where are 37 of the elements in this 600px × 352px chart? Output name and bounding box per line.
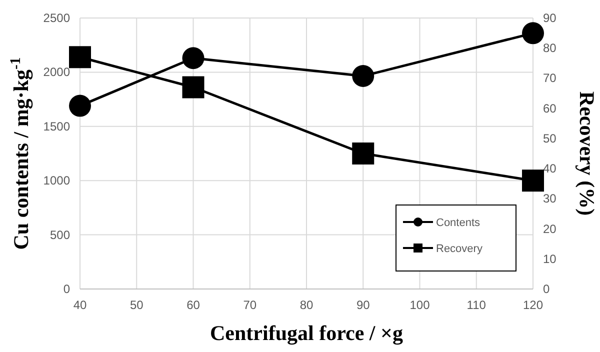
y2-tick-label: 0 (543, 282, 550, 296)
point (69, 94, 91, 117)
x-tick-label: 40 (73, 298, 87, 312)
y-tick-label: 500 (50, 228, 70, 242)
x-tick-label: 50 (130, 298, 144, 312)
legend-label: Contents (436, 217, 481, 229)
point (522, 22, 544, 44)
point (352, 64, 374, 87)
x-tick-label: 70 (243, 298, 257, 312)
x-tick-label: 80 (300, 298, 314, 312)
x-tick-label: 100 (410, 298, 430, 312)
point (352, 142, 374, 164)
y2-tick-label: 10 (543, 252, 557, 266)
x-tick-label: 110 (466, 298, 486, 312)
point (69, 46, 91, 68)
y2-tick-label: 80 (543, 41, 557, 56)
y2-tick-label: 30 (543, 192, 557, 206)
y-tick-label: 2500 (43, 11, 70, 25)
y-tick-label: 0 (63, 282, 70, 296)
point (522, 170, 544, 192)
y-tick-label: 1500 (43, 119, 70, 134)
x-tick-label: 120 (522, 298, 544, 312)
point (182, 76, 204, 98)
y-tick-label: 2000 (43, 65, 70, 80)
y-tick-label: 1000 (43, 174, 70, 188)
y2-tick-label: 50 (543, 131, 557, 146)
point (182, 47, 204, 70)
y2-tick-label: 70 (543, 71, 557, 86)
y2-tick-label: 20 (543, 222, 557, 236)
x-axis-title: Centrifugal force / ×g (210, 321, 404, 345)
y2-tick-label: 90 (543, 11, 557, 25)
y2-tick-label: 40 (543, 162, 557, 176)
y2-axis-title: Recovery (%) (575, 91, 599, 216)
y2-tick-label: 60 (543, 101, 557, 116)
x-tick-label: 90 (356, 298, 370, 312)
x-tick-label: 60 (186, 298, 200, 312)
legend-label: Recovery (436, 243, 483, 255)
